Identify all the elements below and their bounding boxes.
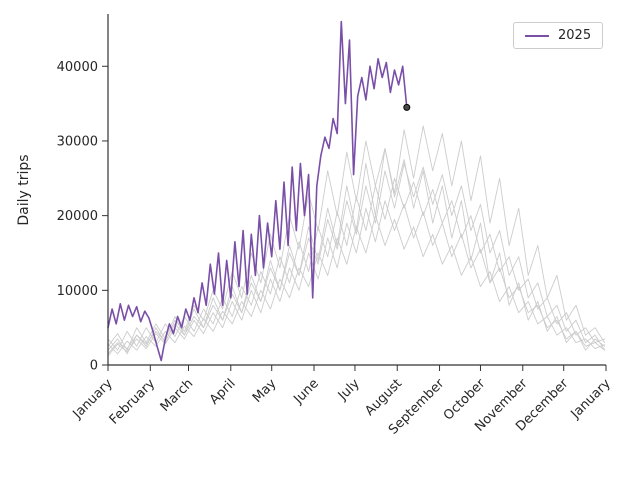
y-tick-label: 20000 <box>57 209 98 224</box>
y-tick-label: 10000 <box>57 284 98 299</box>
x-tick-label: May <box>250 376 280 406</box>
latest-point-marker <box>403 103 411 111</box>
legend-line-swatch <box>525 34 549 37</box>
series-prior-year-3 <box>107 162 606 355</box>
y-tick-label: 40000 <box>57 60 98 75</box>
y-axis-title: Daily trips <box>16 154 32 226</box>
x-axis: January February March April May June July Augu… <box>70 365 614 438</box>
series-layer <box>107 20 606 362</box>
x-tick-label: August <box>362 376 405 419</box>
y-axis: 0 10000 20000 30000 40000 <box>57 60 108 374</box>
y-tick-label: 30000 <box>57 134 98 149</box>
x-tick-label: April <box>207 376 239 408</box>
legend-label-2025: 2025 <box>558 28 592 43</box>
series-prior-year-6 <box>107 215 606 355</box>
x-tick-label: January <box>568 376 614 422</box>
y-tick-label: 0 <box>90 359 98 374</box>
series-prior-year-4 <box>107 177 606 351</box>
legend: 2025 <box>513 22 604 49</box>
series-2025 <box>107 20 408 362</box>
axes <box>107 14 606 366</box>
x-tick-label: February <box>107 376 159 428</box>
x-tick-label: June <box>291 376 322 407</box>
x-tick-label: March <box>158 376 197 415</box>
x-tick-label: July <box>335 376 363 404</box>
